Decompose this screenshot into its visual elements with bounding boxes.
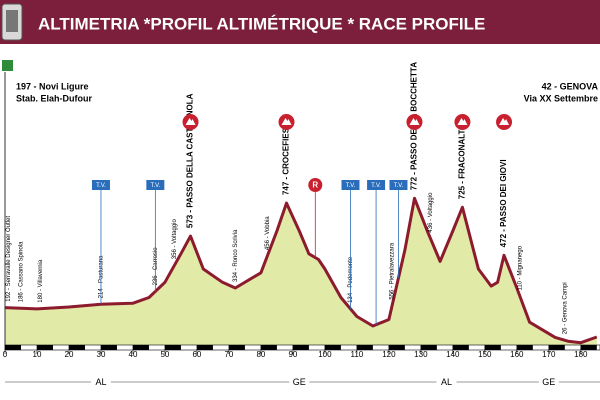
- km-bar-segment: [260, 345, 277, 350]
- climb-icon-mountain: [457, 118, 468, 125]
- town-label: 356 - Voltaggio: [172, 219, 178, 260]
- tv-label: T.V.: [346, 183, 356, 189]
- climb-label: 725 - FRACONALTO: [458, 124, 467, 200]
- x-tick-label: 110: [350, 350, 363, 359]
- km-bar-segment: [548, 345, 565, 350]
- x-tick-label: 180: [574, 350, 588, 359]
- km-bar-segment: [36, 345, 53, 350]
- town-label: 556 - Pietralavezzara: [390, 242, 396, 299]
- x-tick-label: 40: [129, 350, 138, 359]
- climb-icon-mountain: [185, 118, 196, 125]
- x-tick-label: 130: [414, 350, 428, 359]
- chart-title: ALTIMETRIA *PROFIL ALTIMÉTRIQUE * RACE P…: [38, 14, 485, 33]
- tv-box: [91, 180, 110, 190]
- x-tick-label: 80: [256, 350, 265, 359]
- tv-box: [389, 180, 408, 190]
- climb-icon-mountain: [499, 118, 510, 125]
- x-tick-label: 120: [382, 350, 396, 359]
- km-bar-segment: [132, 345, 149, 350]
- km-bar-segment: [484, 345, 501, 350]
- town-label: 192 - Serravalle Designer Outlet: [6, 216, 12, 302]
- refuel-icon: [308, 178, 323, 192]
- town-label: 214 - Pasturana: [99, 255, 105, 298]
- town-label: 26 - Genova Campi: [562, 282, 568, 334]
- tv-box: [146, 180, 165, 190]
- refuel-label: R: [312, 181, 318, 190]
- km-bar-segment: [100, 345, 117, 350]
- x-tick-label: 30: [97, 350, 106, 359]
- x-tick-label: 0: [3, 350, 8, 359]
- tv-label: T.V.: [394, 183, 404, 189]
- town-label: 236 - Carrosio: [153, 247, 159, 286]
- region-label: AL: [95, 377, 106, 387]
- climb-icon-mountain: [281, 118, 292, 125]
- town-label: 110 - Mignanego: [518, 245, 524, 290]
- km-bar-segment: [292, 345, 309, 350]
- logo-mark: [6, 10, 18, 32]
- x-tick-label: 10: [33, 350, 42, 359]
- region-label-bg: [289, 376, 310, 388]
- climb-label: 747 - CROCEFIESCHI: [282, 114, 291, 195]
- tv-box: [341, 180, 360, 190]
- x-tick-label: 70: [224, 350, 233, 359]
- town-label: 134 - Pedemonte: [348, 256, 354, 303]
- km-bar-segment: [452, 345, 469, 350]
- x-tick-label: 20: [65, 350, 74, 359]
- km-bar-segment: [5, 345, 21, 350]
- x-tick-label: 50: [160, 350, 169, 359]
- start-place: Stab. Elah-Dufour: [16, 93, 92, 103]
- profile-line: [4, 196, 598, 345]
- climb-label: 472 - PASSO DEI GIOVI: [499, 159, 508, 247]
- km-bar-segment: [324, 345, 341, 350]
- tv-box: [367, 180, 386, 190]
- start-name: 197 - Novi Ligure: [16, 81, 89, 91]
- x-tick-label: 150: [478, 350, 492, 359]
- km-bar-segment: [196, 345, 213, 350]
- x-tick-label: 160: [510, 350, 524, 359]
- km-bar-segment: [420, 345, 437, 350]
- x-tick-label: 170: [542, 350, 556, 359]
- profile-area: [5, 198, 597, 345]
- km-bar-segment: [580, 345, 597, 350]
- finish-name: 42 - GENOVA: [542, 81, 599, 91]
- climb-icon-mountain: [409, 118, 420, 125]
- km-bar-segment: [516, 345, 533, 350]
- tv-label: T.V.: [96, 183, 106, 189]
- x-tick-label: 60: [192, 350, 201, 359]
- town-label: 334 - Ronco Scrivia: [233, 229, 239, 282]
- region-label-bg: [538, 376, 559, 388]
- tv-label: T.V.: [150, 183, 160, 189]
- region-label-bg: [90, 376, 111, 388]
- town-label: 186 - Cassano Spinola: [19, 241, 25, 302]
- region-label: GE: [542, 377, 555, 387]
- km-bar-segment: [388, 345, 405, 350]
- start-icon: [2, 60, 13, 71]
- town-label: 436 - Voltaggio: [428, 192, 434, 233]
- x-tick-label: 100: [318, 350, 332, 359]
- climb-label: 573 - PASSO DELLA CASTAGNOLA: [186, 93, 195, 228]
- x-tick-label: 90: [288, 350, 297, 359]
- region-label-bg: [436, 376, 457, 388]
- km-bar-segment: [356, 345, 373, 350]
- town-label: 180 - Villavernia: [38, 259, 44, 303]
- region-label: AL: [441, 377, 452, 387]
- region-label: GE: [293, 377, 306, 387]
- finish-place: Via XX Settembre: [524, 93, 598, 103]
- km-bar-segment: [68, 345, 85, 350]
- header-bar: [0, 0, 600, 44]
- km-bar-segment: [228, 345, 245, 350]
- x-tick-label: 140: [446, 350, 460, 359]
- tv-label: T.V.: [371, 183, 381, 189]
- plot: 192 - Serravalle Designer Outlet 186 - Ca…: [3, 62, 600, 388]
- town-label: 456 - Vobbia: [265, 216, 271, 250]
- km-bar-segment: [164, 345, 181, 350]
